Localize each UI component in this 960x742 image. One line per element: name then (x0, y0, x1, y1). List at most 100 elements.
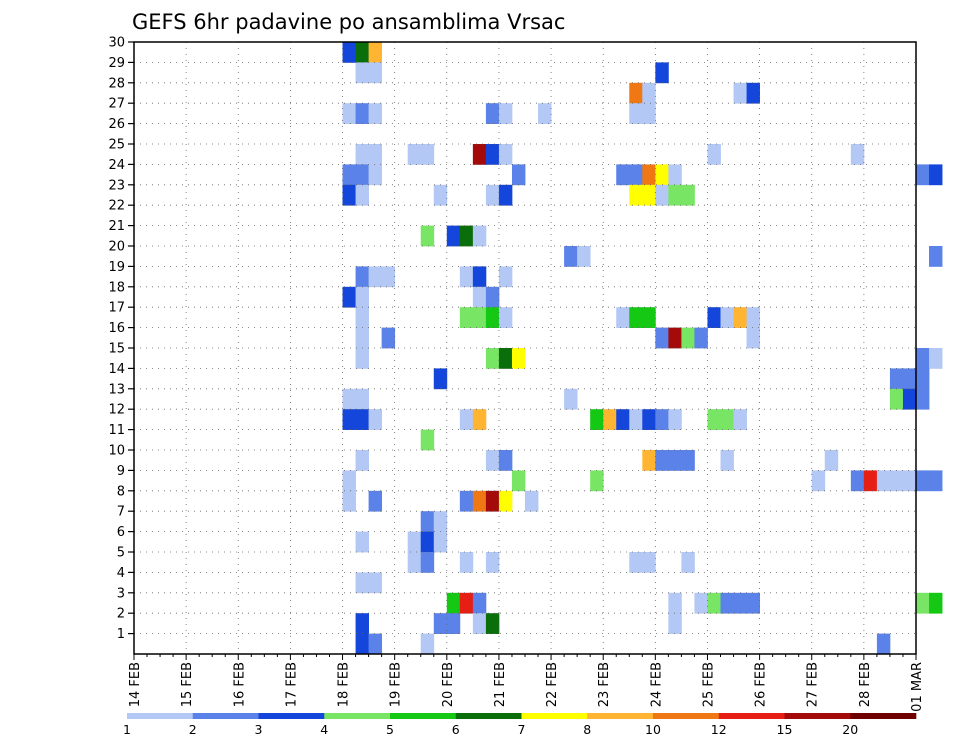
x-tick-label: 22 FEB (545, 662, 560, 707)
heatmap-cell (355, 531, 369, 553)
heatmap-cell (642, 552, 656, 573)
heatmap-cell (485, 552, 500, 573)
y-tick-label: 4 (117, 566, 125, 581)
heatmap-cell (355, 327, 369, 349)
y-tick-label: 14 (108, 362, 125, 377)
heatmap-cell (642, 184, 656, 206)
colorbar-swatch (718, 713, 785, 719)
x-tick-label: 25 FEB (701, 662, 716, 707)
heatmap-cell (746, 592, 760, 614)
heatmap-cell (655, 184, 669, 206)
heatmap-cell (472, 266, 487, 288)
colorbar-label: 8 (583, 722, 591, 737)
y-tick-label: 26 (108, 117, 125, 132)
y-tick-label: 20 (108, 240, 125, 255)
heatmap-cell (889, 388, 904, 410)
heatmap-cell (655, 62, 669, 84)
heatmap-cell (485, 450, 500, 471)
heatmap-cell (668, 613, 682, 634)
heatmap-cell (498, 490, 513, 512)
x-tick-label: 23 FEB (597, 662, 612, 707)
heatmap-cell (929, 470, 943, 492)
heatmap-cell (498, 266, 513, 288)
heatmap-cell (929, 348, 943, 369)
heatmap-cell (733, 307, 747, 328)
x-tick-label: 21 FEB (493, 662, 508, 707)
heatmap-cell (342, 286, 356, 308)
heatmap-cell (498, 184, 513, 206)
heatmap-cell (498, 307, 513, 328)
heatmap-cell (916, 470, 930, 492)
heatmap-cell (355, 348, 369, 369)
heatmap-cell (629, 184, 643, 206)
heatmap-cell (355, 266, 369, 288)
heatmap-cell (459, 592, 474, 614)
heatmap-cell (368, 409, 383, 430)
heatmap-cell (642, 409, 656, 430)
heatmap-cell (355, 633, 369, 655)
y-tick-label: 1 (117, 627, 125, 642)
heatmap-cell (433, 184, 448, 206)
x-tick-label: 14 FEB (128, 662, 143, 707)
heatmap-cell (407, 144, 422, 165)
y-tick-label: 8 (117, 484, 125, 499)
heatmap-cell (433, 531, 448, 553)
heatmap-cell (472, 225, 487, 247)
y-tick-label: 27 (108, 97, 125, 112)
heatmap-cell (498, 103, 513, 124)
y-tick-label: 18 (108, 280, 125, 295)
heatmap-cell (655, 164, 669, 186)
y-tick-label: 13 (108, 382, 125, 397)
heatmap-cell (929, 164, 943, 186)
heatmap-cell (355, 62, 369, 84)
colorbar-label: 20 (842, 722, 858, 737)
heatmap-cell (368, 572, 383, 594)
y-tick-label: 7 (117, 505, 125, 520)
y-tick-label: 22 (108, 199, 125, 214)
heatmap-cell (629, 164, 643, 186)
heatmap-cell (342, 409, 356, 430)
heatmap-cell (368, 42, 383, 63)
heatmap-cell (876, 470, 891, 492)
heatmap-cell (355, 144, 369, 165)
heatmap-cell (511, 164, 526, 186)
x-tick-label: 17 FEB (284, 662, 299, 707)
heatmap-cell (472, 286, 487, 308)
heatmap-cell (459, 490, 474, 512)
heatmap-cell (668, 450, 682, 471)
x-tick-label: 28 FEB (858, 662, 873, 707)
heatmap-cell (368, 144, 383, 165)
heatmap-cell (355, 307, 369, 328)
heatmap-cell (459, 266, 474, 288)
heatmap-cell (355, 103, 369, 124)
heatmap-cell (642, 450, 656, 471)
grid-layer (134, 42, 916, 654)
heatmap-cell (485, 144, 500, 165)
x-tick-label: 01 MAR (910, 662, 925, 712)
heatmap-cell (342, 164, 356, 186)
y-tick-label: 6 (117, 525, 125, 540)
heatmap-cell (342, 470, 356, 492)
y-tick-label: 29 (108, 56, 125, 71)
heatmap-cell (446, 225, 461, 247)
heatmap-cell (433, 613, 448, 634)
heatmap-cell (472, 592, 487, 614)
heatmap-cell (459, 225, 474, 247)
heatmap-cell (355, 388, 369, 410)
heatmap-cell (368, 633, 383, 655)
colorbar-swatch (784, 713, 851, 719)
heatmap-cell (381, 266, 396, 288)
heatmap-cell (538, 103, 552, 124)
heatmap-cell (485, 184, 500, 206)
y-tick-label: 19 (108, 260, 125, 275)
heatmap-cell (472, 144, 487, 165)
y-tick-label: 9 (117, 464, 125, 479)
heatmap-cell (629, 82, 643, 104)
y-tick-label: 28 (108, 76, 125, 91)
heatmap-cell (472, 307, 487, 328)
heatmap-cell (720, 409, 734, 430)
heatmap-cell (603, 409, 617, 430)
heatmap-cell (629, 409, 643, 430)
heatmap-cell (916, 368, 930, 390)
heatmap-cell (590, 409, 604, 430)
